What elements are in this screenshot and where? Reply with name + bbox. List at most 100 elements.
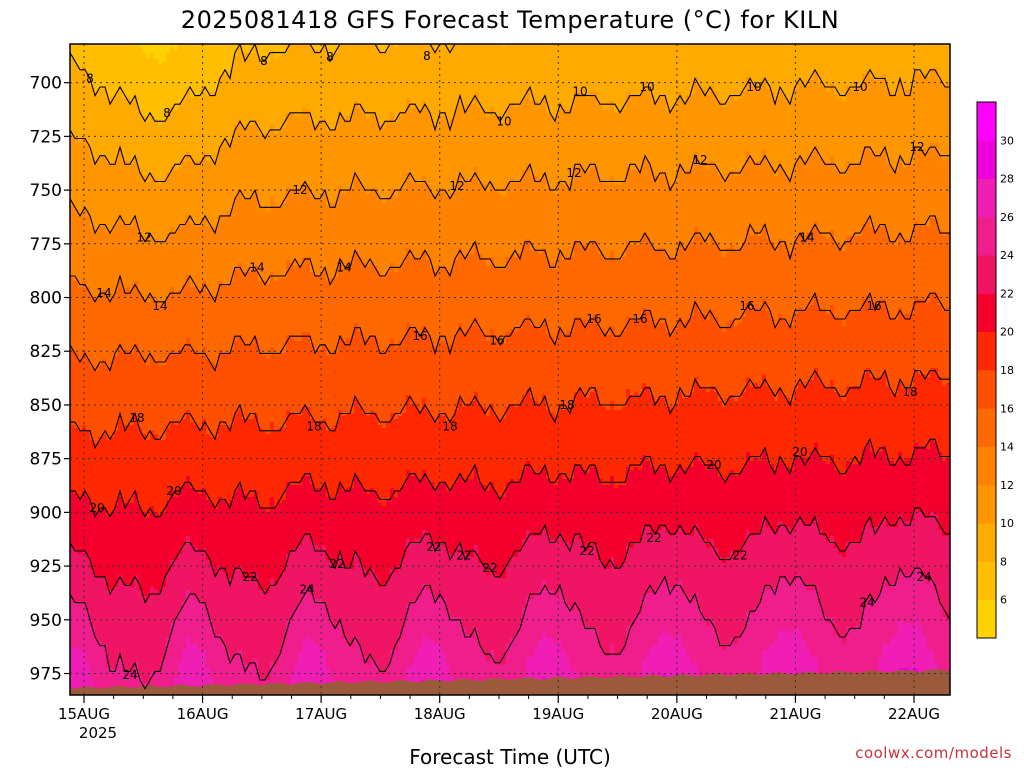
field-cell bbox=[570, 668, 643, 672]
field-cell bbox=[70, 137, 79, 141]
field-cell bbox=[886, 449, 915, 453]
field-cell bbox=[414, 662, 447, 666]
field-cell bbox=[490, 182, 495, 186]
colorbar-swatch bbox=[977, 255, 996, 294]
field-cell bbox=[390, 650, 419, 654]
field-cell bbox=[218, 359, 950, 363]
field-cell bbox=[706, 314, 711, 318]
field-cell bbox=[546, 176, 575, 180]
field-cell bbox=[70, 344, 119, 348]
field-cell bbox=[490, 410, 495, 414]
field-cell bbox=[482, 563, 491, 567]
field-cell bbox=[134, 221, 139, 225]
field-cell bbox=[482, 650, 491, 654]
field-cell bbox=[134, 662, 139, 666]
field-cell bbox=[310, 593, 423, 597]
field-cell bbox=[694, 80, 699, 84]
field-cell bbox=[330, 620, 407, 624]
field-cell bbox=[242, 650, 283, 654]
field-cell bbox=[426, 326, 459, 330]
field-cell bbox=[390, 413, 395, 417]
field-cell bbox=[186, 281, 191, 285]
field-cell bbox=[270, 272, 275, 276]
field-cell bbox=[862, 233, 887, 237]
field-cell bbox=[134, 419, 139, 423]
field-cell bbox=[70, 254, 355, 258]
field-cell bbox=[358, 560, 403, 564]
field-cell bbox=[494, 488, 507, 492]
field-cell bbox=[794, 521, 803, 525]
field-cell bbox=[70, 455, 643, 459]
field-cell bbox=[202, 95, 475, 99]
field-cell bbox=[746, 89, 771, 93]
field-cell bbox=[678, 101, 723, 105]
field-cell bbox=[818, 668, 879, 672]
field-cell bbox=[846, 236, 891, 240]
field-cell bbox=[406, 551, 447, 555]
field-cell bbox=[598, 395, 627, 399]
field-cell bbox=[482, 329, 491, 333]
field-cell bbox=[510, 560, 603, 564]
field-cell bbox=[574, 251, 599, 255]
field-cell bbox=[846, 392, 895, 396]
field-cell bbox=[298, 602, 327, 606]
field-cell bbox=[406, 476, 419, 480]
field-cell bbox=[918, 371, 931, 375]
field-cell bbox=[698, 152, 747, 156]
field-cell bbox=[230, 71, 815, 75]
field-cell bbox=[682, 527, 695, 531]
field-cell bbox=[562, 590, 655, 594]
field-cell bbox=[266, 134, 271, 138]
field-cell bbox=[70, 512, 107, 516]
field-cell bbox=[722, 404, 727, 408]
field-cell bbox=[798, 83, 803, 87]
field-cell bbox=[70, 647, 79, 651]
field-cell bbox=[522, 173, 531, 177]
field-cell bbox=[238, 410, 243, 414]
contour-24 bbox=[70, 566, 950, 690]
field-cell bbox=[162, 512, 915, 516]
field-cell bbox=[650, 314, 695, 318]
field-cell bbox=[186, 647, 199, 651]
field-cell bbox=[406, 479, 431, 483]
field-cell bbox=[118, 584, 131, 588]
field-cell bbox=[178, 227, 695, 231]
field-cell bbox=[190, 536, 303, 540]
field-cell bbox=[178, 494, 207, 498]
field-cell bbox=[930, 143, 939, 147]
field-cell bbox=[110, 665, 119, 669]
field-cell bbox=[206, 86, 219, 90]
field-cell bbox=[590, 470, 599, 474]
field-cell bbox=[818, 521, 867, 525]
field-cell bbox=[610, 644, 615, 648]
field-cell bbox=[846, 323, 950, 327]
field-cell bbox=[410, 323, 459, 327]
contour-18 bbox=[70, 369, 950, 450]
field-cell bbox=[650, 647, 687, 651]
field-cell bbox=[662, 674, 667, 678]
field-cell bbox=[146, 362, 151, 366]
field-cell bbox=[454, 413, 487, 417]
field-cell bbox=[726, 323, 735, 327]
field-cell bbox=[258, 581, 271, 585]
field-cell bbox=[846, 464, 950, 468]
field-cell bbox=[410, 254, 423, 258]
field-cell bbox=[590, 392, 599, 396]
field-cell bbox=[714, 623, 747, 627]
field-cell bbox=[386, 122, 435, 126]
field-cell bbox=[522, 473, 547, 477]
field-cell bbox=[530, 317, 575, 321]
field-cell bbox=[478, 245, 523, 249]
field-cell bbox=[458, 101, 463, 105]
field-cell bbox=[214, 680, 291, 684]
field-cell bbox=[942, 155, 950, 159]
field-cell bbox=[274, 428, 279, 432]
field-cell bbox=[414, 329, 423, 333]
field-cell bbox=[138, 167, 171, 171]
field-cell bbox=[258, 266, 287, 270]
field-cell bbox=[786, 464, 795, 468]
field-cell bbox=[186, 596, 195, 600]
field-cell bbox=[366, 263, 371, 267]
field-cell bbox=[478, 326, 523, 330]
field-cell bbox=[666, 395, 679, 399]
